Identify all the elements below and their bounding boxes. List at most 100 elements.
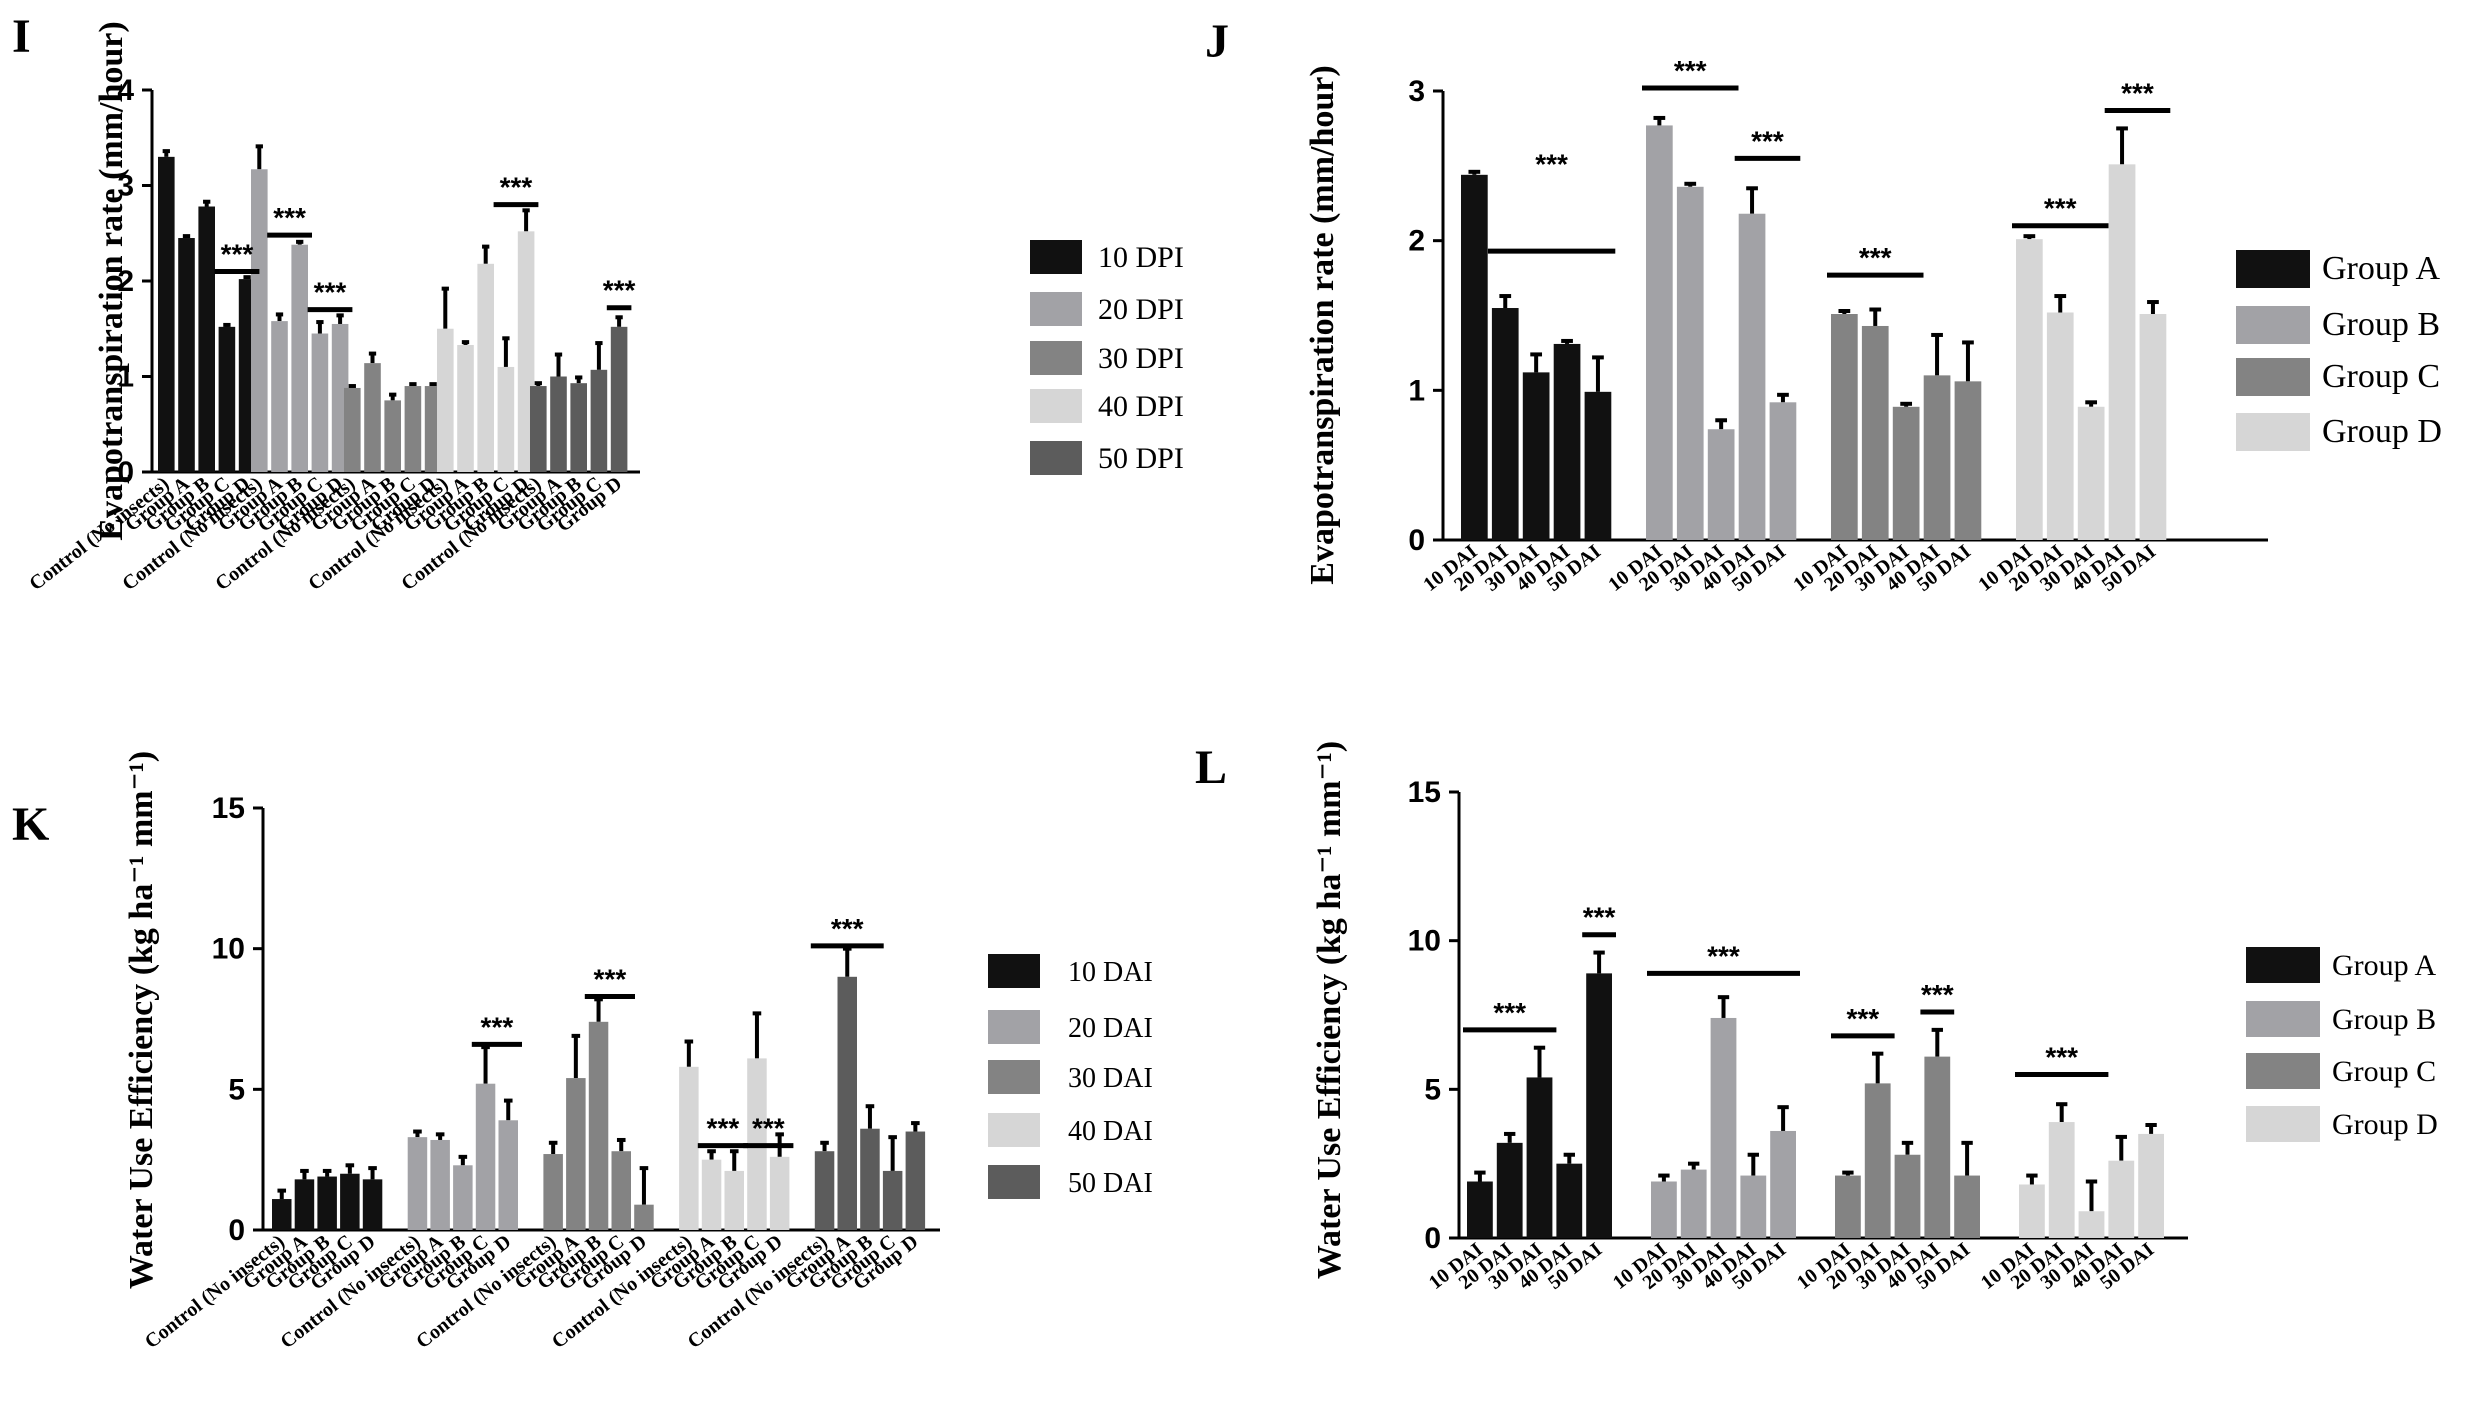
significance-label: *** [1859, 242, 1892, 273]
bar-group-b-10-dai [1646, 125, 1673, 540]
legend-swatch-group-a [2246, 947, 2320, 983]
legend-swatch-20-dai [988, 1010, 1040, 1044]
legend-label-group-b: Group B [2332, 1003, 2436, 1036]
significance-label: *** [1707, 940, 1740, 971]
legend-label-50-dpi: 50 DPI [1098, 442, 1184, 475]
y-tick-label: 15 [1408, 776, 1441, 809]
y-axis-label: Evapotranspiration rate (mm/hour) [93, 21, 130, 540]
panel-label: I [12, 10, 31, 63]
bar-40-dai-group-a [701, 1159, 722, 1230]
significance-label: *** [1674, 55, 1707, 86]
y-tick-label: 3 [117, 170, 134, 203]
bar-group-d-30-dai [2077, 406, 2105, 540]
bar-group-c-10-dai [1831, 314, 1858, 540]
bar-group-c-50-dai [1954, 381, 1982, 540]
bar-group-d-50-dai [2139, 314, 2167, 540]
bar-group-c-50-dai [1954, 1175, 1980, 1238]
bar-30-dai-group-c [611, 1151, 631, 1230]
legend-label-group-b: Group B [2322, 306, 2440, 343]
significance-label: *** [2121, 77, 2154, 108]
bar-50-dpi-group-d [610, 326, 628, 472]
bar-20-dpi-group-a [271, 321, 288, 472]
bar-30-dpi-group-c [404, 386, 422, 472]
bar-20-dai-group-b [453, 1165, 473, 1230]
legend-swatch-group-c [2246, 1053, 2320, 1089]
bar-50-dpi-group-b [570, 383, 587, 472]
bar-30-dai-group-d [634, 1204, 654, 1230]
y-tick-label: 0 [1424, 1222, 1441, 1255]
bar-group-d-40-dai [2108, 1160, 2135, 1238]
y-tick-label: 10 [1408, 925, 1441, 958]
bar-10-dpi-group-b [198, 206, 215, 472]
bar-30-dpi-group-b [384, 400, 401, 472]
bar-group-a-20-dai [1491, 308, 1519, 540]
panel-label: J [1205, 15, 1229, 68]
bar-10-dai-control-no-insects [272, 1199, 292, 1230]
bar-group-b-40-dai [1738, 213, 1766, 540]
legend-label-40-dpi: 40 DPI [1098, 390, 1184, 423]
bar-group-a-30-dai [1522, 372, 1550, 540]
legend-label-30-dpi: 30 DPI [1098, 342, 1184, 375]
significance-label: *** [500, 172, 533, 203]
legend-swatch-group-d [2246, 1106, 2320, 1142]
legend-swatch-10-dai [988, 954, 1040, 988]
bar-group-a-10-dai [1467, 1181, 1493, 1238]
significance-label: *** [707, 1113, 740, 1144]
legend-swatch-30-dpi [1030, 341, 1082, 375]
legend-swatch-group-b [2246, 1001, 2320, 1037]
legend-label-10-dpi: 10 DPI [1098, 241, 1184, 274]
y-tick-label: 5 [228, 1073, 245, 1106]
bar-50-dpi-control-no-insects [530, 386, 547, 472]
y-tick-label: 15 [212, 792, 245, 825]
significance-label: *** [1751, 125, 1784, 156]
bar-group-a-10-dai [1461, 174, 1488, 540]
legend-label-40-dai: 40 DAI [1068, 1116, 1153, 1147]
significance-label: *** [831, 913, 864, 944]
y-tick-label: 4 [117, 74, 134, 107]
bar-group-a-20-dai [1496, 1142, 1523, 1238]
bar-group-c-40-dai [1924, 1056, 1951, 1238]
significance-label: *** [1535, 148, 1568, 179]
bar-group-b-10-dai [1651, 1181, 1677, 1238]
bar-group-d-10-dai [2016, 239, 2043, 541]
significance-label: *** [1846, 1003, 1879, 1034]
y-tick-label: 2 [1408, 225, 1425, 258]
panel-label: L [1195, 741, 1227, 794]
bar-10-dai-group-c [340, 1173, 360, 1230]
bar-group-c-30-dai [1894, 1154, 1921, 1238]
bar-10-dai-group-a [294, 1179, 315, 1230]
legend-swatch-group-d [2236, 413, 2310, 451]
bar-10-dai-group-d [362, 1179, 383, 1230]
bar-20-dpi-control-no-insects [251, 169, 268, 472]
legend-swatch-group-a [2236, 250, 2310, 288]
bar-30-dpi-control-no-insects [344, 387, 361, 472]
bar-50-dai-group-a [837, 976, 857, 1230]
legend-swatch-group-c [2236, 358, 2310, 396]
bar-50-dai-group-c [882, 1170, 903, 1230]
significance-label: *** [314, 277, 347, 308]
legend-swatch-40-dpi [1030, 389, 1082, 423]
legend-swatch-30-dai [988, 1060, 1040, 1094]
bar-group-d-50-dai [2138, 1133, 2164, 1238]
bar-group-b-40-dai [1740, 1175, 1767, 1238]
significance-label: *** [603, 275, 636, 306]
y-tick-label: 3 [1408, 75, 1425, 108]
bar-30-dai-group-b [588, 1021, 609, 1230]
legend-label-30-dai: 30 DAI [1068, 1063, 1153, 1094]
bar-group-d-40-dai [2108, 164, 2136, 540]
bar-group-c-20-dai [1864, 1083, 1891, 1238]
bar-20-dpi-group-c [311, 333, 329, 472]
bar-group-d-30-dai [2078, 1211, 2105, 1238]
legend-label-20-dpi: 20 DPI [1098, 293, 1184, 326]
bar-group-b-30-dai [1710, 1017, 1737, 1238]
legend-swatch-40-dai [988, 1113, 1040, 1147]
bar-group-b-20-dai [1680, 1169, 1707, 1238]
y-tick-label: 1 [117, 361, 134, 394]
bar-20-dai-group-c [475, 1083, 496, 1230]
bar-40-dai-group-b [724, 1170, 744, 1230]
y-axis-label: Evapotranspiration rate (mm/hour) [1304, 65, 1341, 584]
bar-50-dpi-group-a [550, 376, 567, 472]
legend-swatch-group-b [2236, 306, 2310, 344]
bar-group-d-20-dai [2048, 1122, 2075, 1238]
